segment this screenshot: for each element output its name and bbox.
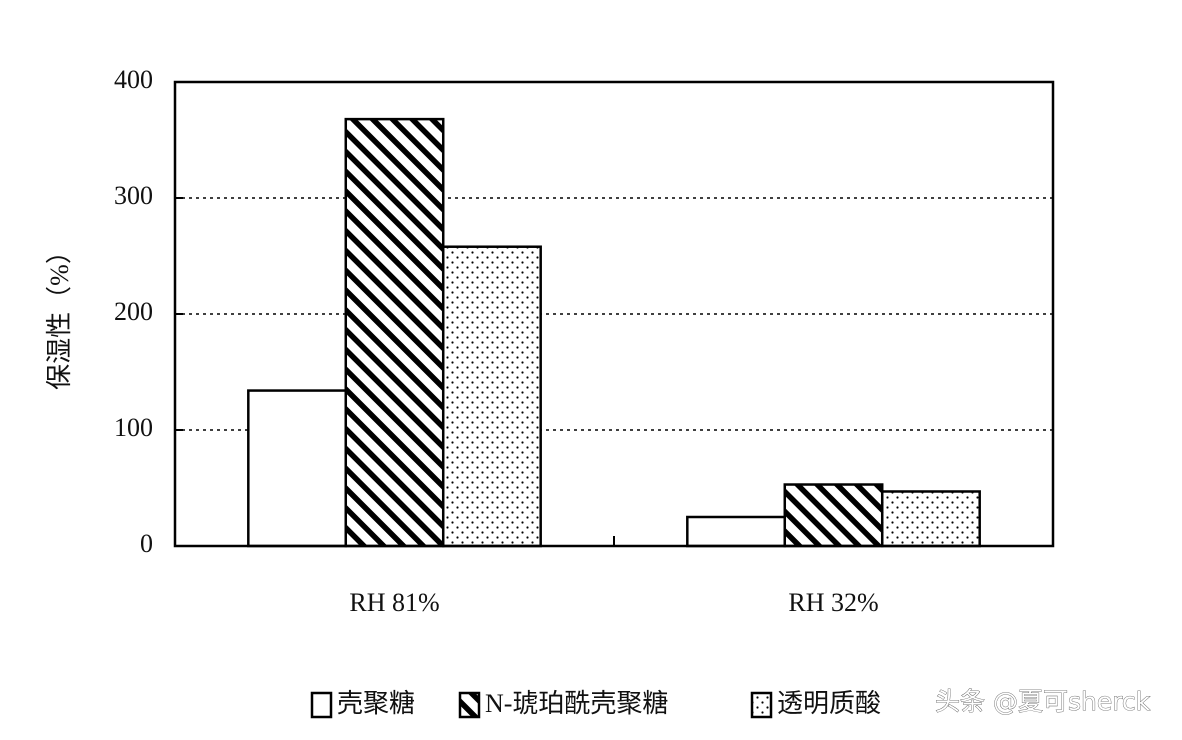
bar <box>247 389 348 548</box>
plot-frame <box>173 80 1055 548</box>
y-tick-label: 400 <box>114 65 153 94</box>
y-tick-label: 200 <box>114 297 153 326</box>
legend-swatch <box>750 691 773 719</box>
x-tick-label: RH 32% <box>788 588 878 617</box>
y-axis-label: 保湿性（%） <box>45 238 74 390</box>
y-tick-label: 300 <box>114 181 153 210</box>
y-tick-label: 100 <box>114 413 153 442</box>
bar <box>783 483 884 548</box>
legend-swatch <box>310 691 333 719</box>
legend-label: 壳聚糖 <box>337 689 415 718</box>
y-tick-label: 0 <box>140 529 153 558</box>
watermark: 头条 @夏可sherck <box>935 687 1151 716</box>
x-tick-label: RH 81% <box>349 588 439 617</box>
legend-label: 透明质酸 <box>777 689 881 718</box>
bar <box>880 490 981 548</box>
bar <box>686 515 787 548</box>
legend-swatch <box>458 691 481 719</box>
legend-label: N-琥珀酰壳聚糖 <box>485 689 668 718</box>
bar <box>441 245 542 548</box>
bar <box>344 117 445 548</box>
